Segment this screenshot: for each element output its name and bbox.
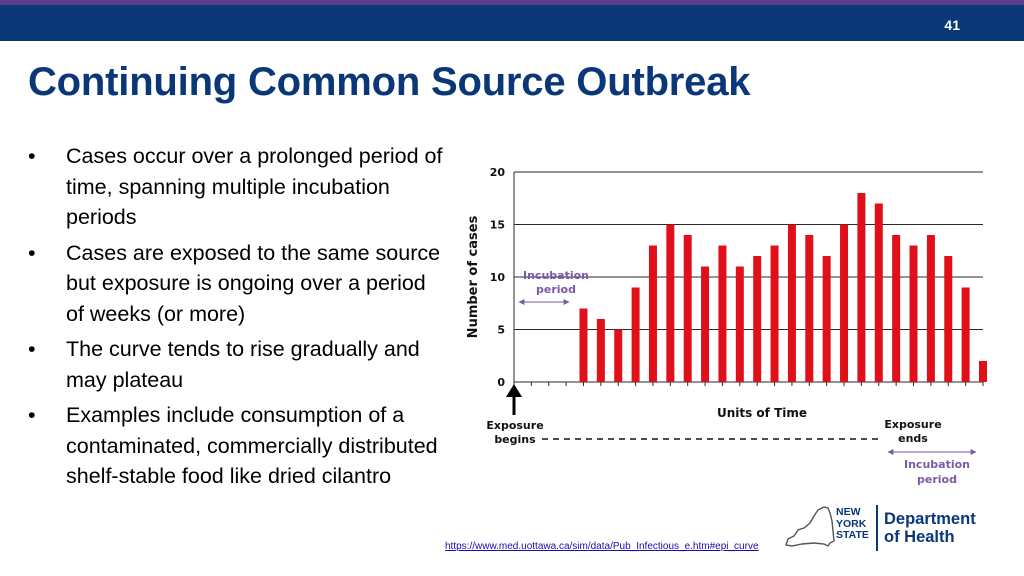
bullet-item: • Cases are exposed to the same source bu…: [28, 238, 448, 330]
case-bar: [840, 224, 849, 382]
logo-line: NEW: [836, 506, 861, 518]
case-bar: [805, 235, 814, 382]
bars: [579, 193, 987, 382]
bullet-text: Examples include consumption of a contam…: [66, 403, 438, 488]
case-bar: [892, 235, 901, 382]
logo-divider: [876, 505, 878, 551]
x-axis-label: Units of Time: [717, 406, 807, 420]
case-bar: [718, 245, 727, 382]
case-bar: [735, 266, 744, 382]
slide-number: 41: [944, 17, 960, 33]
bullet-marker: •: [28, 144, 36, 168]
bullet-text: Cases occur over a prolonged period of t…: [66, 144, 443, 229]
case-bar: [596, 319, 605, 382]
case-bar: [666, 224, 675, 382]
bullet-text: The curve tends to rise gradually and ma…: [66, 337, 420, 392]
exposure-begins-arrowhead: [506, 384, 522, 397]
epidemic-curve-chart: Number of cases Units of Time 0 5 10 15 20 I…: [466, 166, 987, 486]
y-tick-label: 15: [490, 219, 505, 232]
exposure-begins-label: Exposure: [486, 419, 543, 432]
logo-line: of Health: [884, 528, 955, 546]
case-bar: [961, 287, 970, 382]
bullet-marker: •: [28, 403, 36, 427]
case-bar: [648, 245, 657, 382]
slide-title: Continuing Common Source Outbreak: [28, 60, 751, 104]
logo-department: Department of Health: [884, 510, 976, 546]
case-bar: [787, 224, 796, 382]
exposure-ends-label: ends: [898, 432, 928, 445]
incubation-start-label: Incubation: [523, 269, 589, 282]
bullet-item: • The curve tends to rise gradually and m…: [28, 334, 448, 395]
incubation-end-label: period: [917, 473, 957, 486]
case-bar: [874, 203, 883, 382]
source-link[interactable]: https://www.med.uottawa.ca/sim/data/Pub_…: [445, 541, 759, 552]
case-bar: [753, 256, 762, 382]
header-bar: 41: [0, 5, 1024, 41]
y-axis-label: Number of cases: [466, 215, 481, 338]
y-tick-label: 5: [497, 324, 505, 337]
exposure-ends-label: Exposure: [884, 418, 941, 431]
case-bar: [770, 245, 779, 382]
case-bar: [909, 245, 918, 382]
y-tick-label: 0: [497, 376, 505, 389]
bullet-item: • Cases occur over a prolonged period of …: [28, 141, 448, 233]
case-bar: [979, 361, 987, 382]
case-bar: [683, 235, 692, 382]
y-tick-label: 10: [490, 271, 506, 284]
bullet-item: • Examples include consumption of a conta…: [28, 400, 448, 492]
case-bar: [857, 193, 866, 382]
case-bar: [579, 308, 588, 382]
new-york-state-map-icon: [785, 506, 835, 547]
bullet-marker: •: [28, 240, 36, 265]
logo-state-text: NEW YORK STATE: [836, 506, 869, 542]
case-bar: [631, 287, 640, 382]
bullet-text: Cases are exposed to the same source but…: [66, 240, 441, 326]
case-bar: [701, 266, 710, 382]
grid: [513, 171, 983, 383]
case-bar: [822, 256, 831, 382]
logo-line: STATE: [836, 529, 869, 541]
logo-line: Department: [884, 510, 976, 528]
bullet-list: • Cases occur over a prolonged period of …: [28, 141, 448, 497]
accent-strip: [0, 0, 1024, 5]
y-tick-label: 20: [490, 166, 506, 179]
case-bar: [926, 235, 935, 382]
case-bar: [614, 329, 623, 382]
incubation-start-label: period: [536, 283, 576, 296]
logo-line: YORK: [836, 517, 867, 530]
incubation-end-label: Incubation: [904, 458, 970, 471]
case-bar: [944, 256, 953, 382]
exposure-begins-label: begins: [494, 433, 536, 446]
bullet-marker: •: [28, 337, 36, 361]
